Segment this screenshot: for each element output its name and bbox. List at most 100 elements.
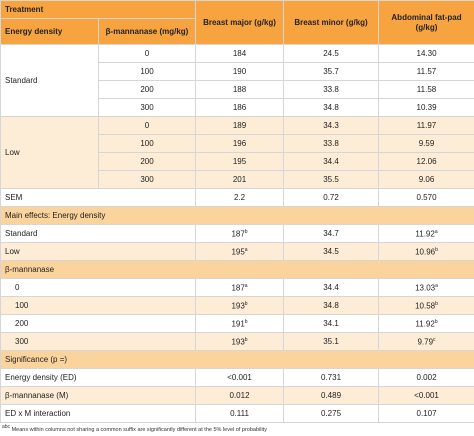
header-cell: Breast minor (g/kg) [283,0,380,45]
cell: 11.97 [378,116,474,135]
cell: 35.1 [283,332,380,351]
cell: 201 [195,170,285,189]
cell: 0 [97,116,197,135]
cell: 195a [195,242,285,261]
cell: 0.72 [283,188,380,207]
cell: 189 [195,116,285,135]
cell: 300 [97,170,197,189]
cell-value: 187 [231,283,245,293]
cell: 9.06 [378,170,474,189]
cell: 300 [97,98,197,117]
footnote-text: Means within columns not sharing a commo… [11,426,267,433]
row: 0 187a 34.4 13.03a [0,278,474,297]
cell: 100 [97,62,197,81]
cell-value: 11.92 [415,229,435,239]
row: 200 195 34.4 12.06 [1,152,474,171]
cell: SEM [0,188,197,207]
cell: 11.57 [378,62,474,81]
cell: 193b [195,332,285,351]
cell-superscript: a [244,282,248,289]
cell: 193b [195,296,285,315]
cell: β-mannanase (M) [0,386,197,405]
row: β-mannanase (M) 0.012 0.489 <0.001 [0,386,474,405]
cell: <0.001 [378,386,474,405]
cell: 33.8 [283,134,380,153]
cell-value: 10.96 [415,247,436,257]
cell: 35.7 [283,62,380,81]
cell: 34.4 [283,278,380,297]
cell: 191b [195,314,285,333]
cell: 0.107 [378,404,474,423]
cell: 300 [0,332,197,351]
cell: Main effects: Energy density [0,206,474,225]
cell: 14.30 [378,44,474,63]
header-cell: Treatment [0,0,197,19]
cell: 35.5 [283,170,380,189]
cell: 34.8 [283,98,380,117]
cell: 11.92b [378,314,474,333]
cell-superscript: b [244,300,248,307]
cell: 34.4 [283,152,380,171]
cell: Standard [0,224,197,243]
cell: Standard [0,44,99,117]
cell: 34.8 [283,296,380,315]
section-row: Significance (p =) [0,350,474,369]
cell: 0.731 [283,368,380,387]
row: Low 195a 34.5 10.96b [0,242,474,261]
cell-value: 13.03 [415,283,436,293]
cell: Energy density (ED) [0,368,197,387]
cell-value: 193 [231,301,245,311]
cell: 190 [195,62,285,81]
cell: 0.111 [195,404,285,423]
cell-value: 193 [231,337,245,347]
cell: 10.96b [378,242,474,261]
cell: 0 [0,278,197,297]
cell-superscript: b [435,246,438,253]
cell-superscript: b [244,228,248,235]
cell: 34.1 [283,314,380,333]
cell-superscript: a [435,282,438,289]
section-row: β-mannanase [0,260,474,279]
cell: 0.275 [283,404,380,423]
row: Energy density (ED) <0.001 0.731 0.002 [0,368,474,387]
cell: ED x M interaction [0,404,197,423]
cell: 0 [97,44,197,63]
cell: 11.92a [378,224,474,243]
cell: 0.570 [378,188,474,207]
row: 300 193b 35.1 9.79c [0,332,474,351]
row: Standard 187b 34.7 11.92a [0,224,474,243]
cell: 24.5 [283,44,380,63]
cell-superscript: b [244,318,248,325]
footnote: abc Means within columns not sharing a c… [0,423,474,434]
header-cell: Breast major (g/kg) [195,0,285,45]
cell: 187b [195,224,285,243]
cell-value: 187 [231,229,245,239]
cell: 188 [195,80,285,99]
cell: 2.2 [195,188,285,207]
cell-value: 9.79 [417,337,434,347]
cell: 0.012 [195,386,285,405]
row: ED x M interaction 0.111 0.275 0.107 [0,404,474,423]
row: 300 186 34.8 10.39 [1,98,474,117]
header-cell: Energy density [0,18,99,45]
cell: 0.002 [378,368,474,387]
cell: 34.3 [283,116,380,135]
row: 200 191b 34.1 11.92b [0,314,474,333]
cell-superscript: b [434,318,438,325]
cell-superscript: c [433,336,436,343]
cell: 11.58 [378,80,474,99]
row: 300 201 35.5 9.06 [1,170,474,189]
cell: 200 [97,152,197,171]
row: 100 196 33.8 9.59 [1,134,474,153]
section-row: Main effects: Energy density [0,206,474,225]
data-table: Treatment Breast major (g/kg) Breast min… [0,0,474,423]
cell: Low [0,116,99,189]
header-cell: β-mannanase (mg/kg) [97,18,197,45]
cell-value: 11.92 [415,319,435,329]
cell: Low [0,242,197,261]
row: 100 193b 34.8 10.58b [0,296,474,315]
cell: 184 [195,44,285,63]
cell-superscript: a [434,228,438,235]
cell: 12.06 [378,152,474,171]
